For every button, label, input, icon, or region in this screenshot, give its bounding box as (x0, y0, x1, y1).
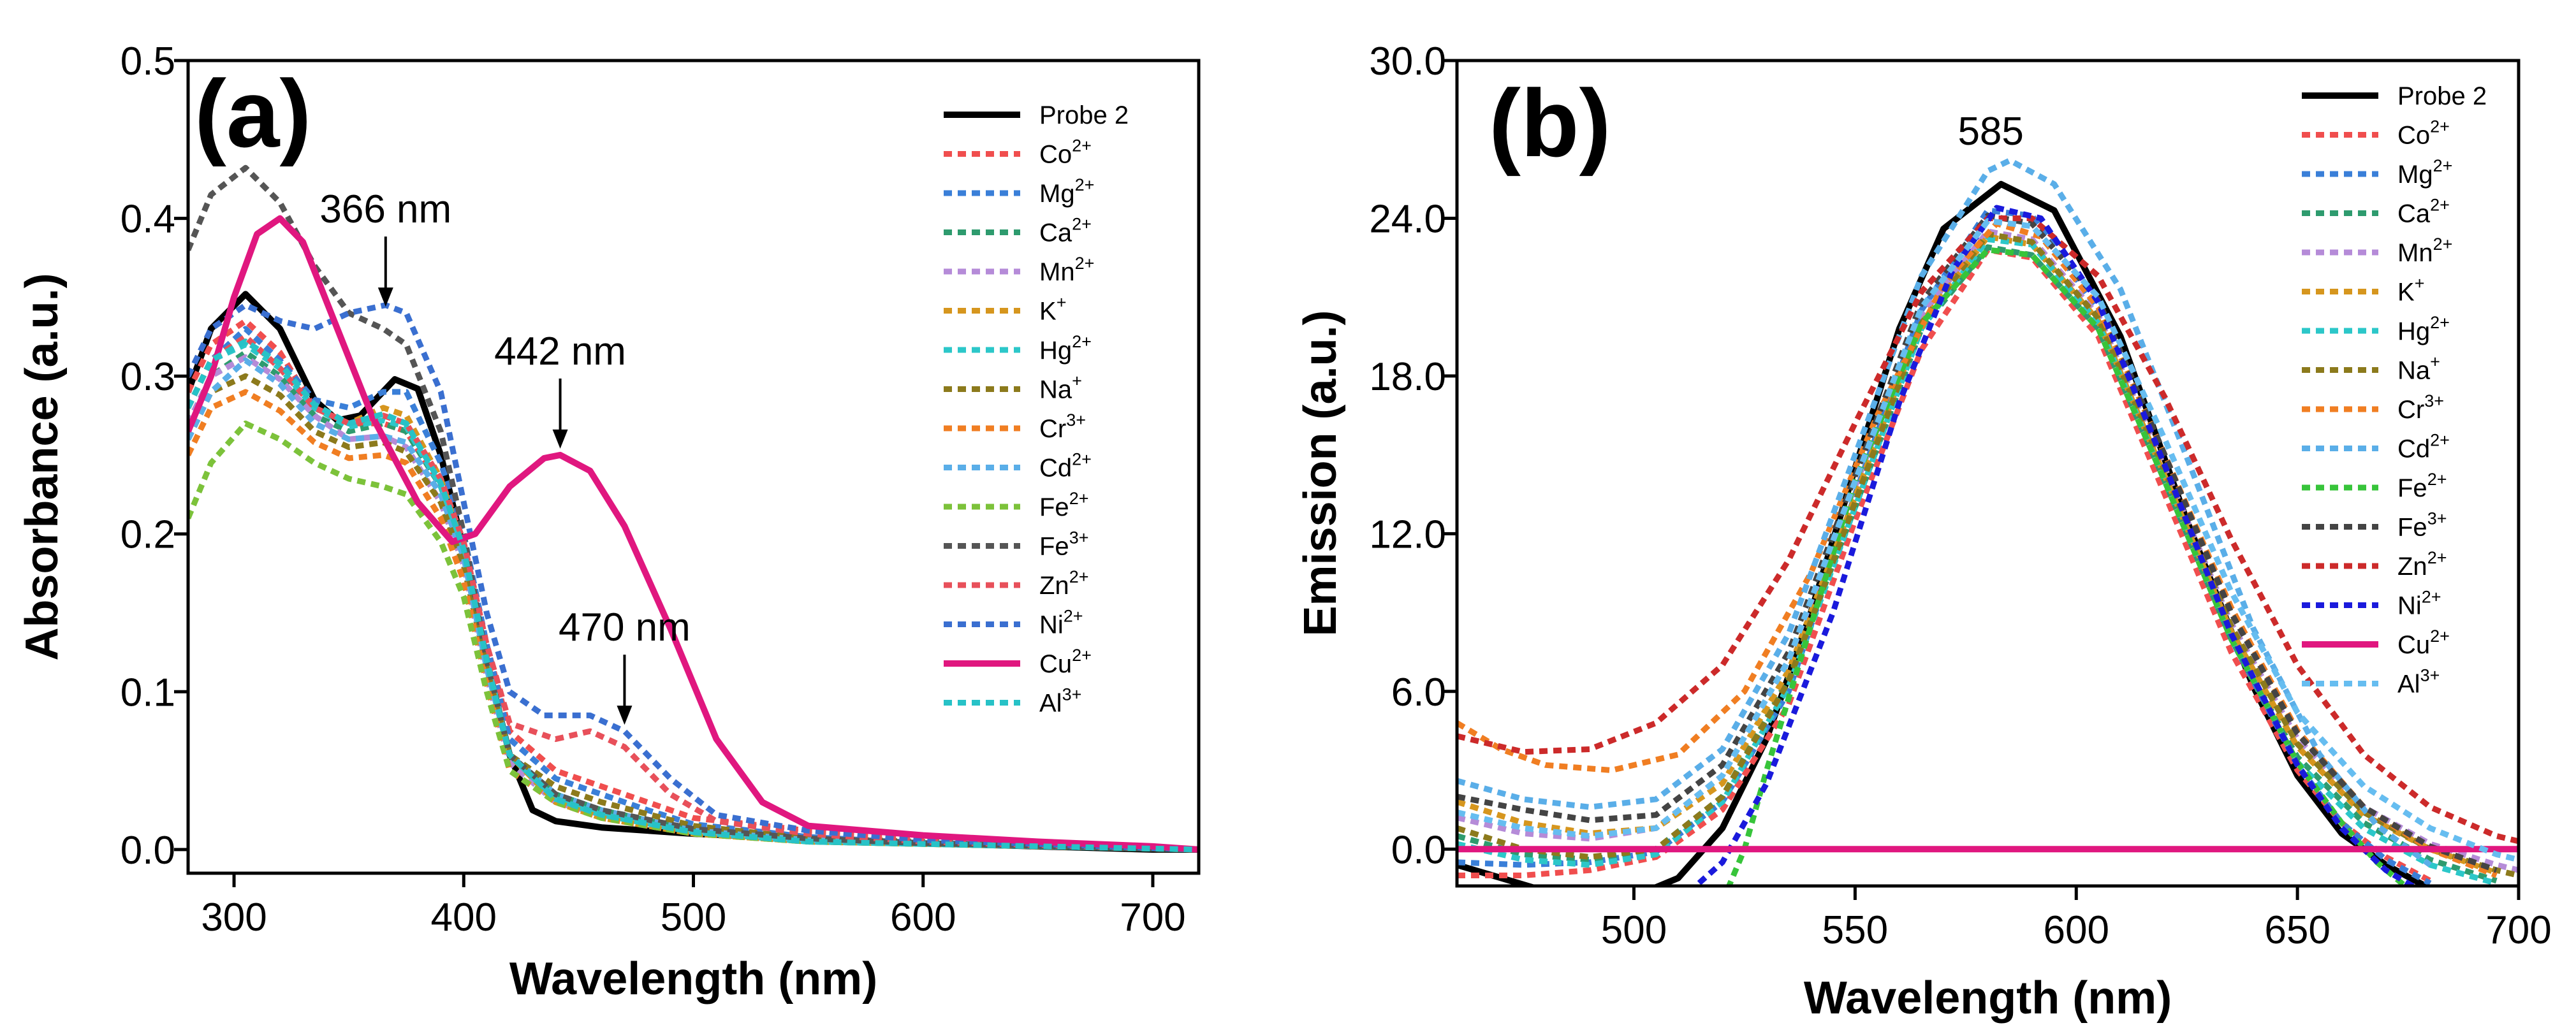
series-line-na (188, 373, 1199, 853)
legend-label-cu2: Cu2+ (2397, 627, 2450, 659)
annotation-label-2: 470 nm (559, 606, 691, 649)
x-tick-label-700: 700 (1120, 896, 1185, 939)
legend-label-hg2: Hg2+ (2397, 313, 2450, 345)
legend-label-zn2: Zn2+ (2397, 548, 2447, 581)
legend-label-na: Na+ (1039, 372, 1082, 404)
legend-label-cr3: Cr3+ (2397, 391, 2444, 424)
legend-label-fe3: Fe3+ (2397, 509, 2447, 542)
x-tick-label-650: 650 (2264, 908, 2330, 952)
y-tick-label-3: 18.0 (1369, 355, 1446, 399)
x-tick-label-500: 500 (1601, 908, 1667, 952)
series-line-al3 (188, 338, 1199, 853)
x-axis-label: Wavelength (nm) (509, 954, 877, 1005)
y-tick-label-1: 6.0 (1391, 671, 1446, 714)
series-line-mn2 (1457, 228, 2519, 873)
x-tick-label-600: 600 (2044, 908, 2109, 952)
x-axis-label: Wavelength (nm) (1804, 973, 2172, 1024)
legend-label-ca2: Ca2+ (1039, 215, 1092, 247)
legend-label-fe2: Fe2+ (2397, 470, 2447, 502)
y-axis-label: Emission (a.u.) (1295, 310, 1346, 636)
x-tick-label-700: 700 (2485, 908, 2551, 952)
x-tick-label-600: 600 (890, 896, 956, 939)
legend-label-zn2: Zn2+ (1039, 567, 1088, 600)
legend-label-ni2: Ni2+ (1039, 607, 1083, 639)
series-line-ni2 (188, 302, 1199, 853)
plot-series (1457, 157, 2519, 886)
legend-label-fe3: Fe3+ (1039, 528, 1088, 561)
series-line-fe3 (188, 164, 1199, 853)
series-line-fe2 (1725, 247, 2410, 886)
panel-label: (a) (194, 60, 311, 167)
series-line-co2 (1457, 247, 2432, 883)
annotation-arrowhead-0 (377, 287, 393, 307)
annotation-arrowhead-2 (617, 706, 633, 725)
x-tick-label-400: 400 (431, 896, 497, 939)
series-line-hg2 (1457, 236, 2498, 886)
legend-label-probe-2: Probe 2 (1039, 101, 1129, 129)
series-line-fe2 (188, 420, 1199, 853)
x-tick-label-300: 300 (201, 896, 267, 939)
legend: Probe 2 Co2+ Mg2+ Ca2+ Mn2+ K+ Hg2+ Na+ Cr3+ Cd2+… (944, 101, 1129, 718)
series-line-ni2 (1691, 205, 2419, 886)
series-line-ca2 (1457, 244, 2498, 884)
legend-label-al3: Al3+ (1039, 685, 1081, 718)
legend-label-cd2: Cd2+ (2397, 431, 2450, 463)
y-tick-label-2: 0.2 (121, 513, 175, 557)
series-line-zn2 (1457, 215, 2519, 845)
legend-label-cd2: Cd2+ (1039, 450, 1092, 482)
legend-label-k: K+ (1039, 293, 1066, 326)
legend-label-ni2: Ni2+ (2397, 588, 2441, 620)
series-line-cu2 (188, 215, 1199, 853)
x-tick-label-500: 500 (661, 896, 726, 939)
y-tick-label-1: 0.1 (121, 671, 175, 714)
annotation-label-1: 442 nm (494, 330, 626, 374)
y-tick-label-5: 0.5 (121, 40, 175, 83)
series-line-fe3 (1457, 212, 2498, 873)
panel-label: (b) (1489, 69, 1611, 177)
y-axis-label: Absorbance (a.u.) (17, 273, 68, 660)
legend: Probe 2 Co2+ Mg2+ Ca2+ Mn2+ K+ Hg2+ Na+ Cr3+ Cd2+… (2302, 82, 2487, 699)
y-tick-label-4: 0.4 (121, 198, 175, 242)
chart-panel-a: 300 400 500 600 700 0.0 0.1 0.2 0.3 0.4 0.5 Wavelen… (17, 40, 1201, 1005)
legend-label-mg2: Mg2+ (1039, 175, 1094, 208)
y-tick-label-3: 0.3 (121, 355, 175, 399)
legend-label-al3: Al3+ (2397, 666, 2440, 699)
legend-label-ca2: Ca2+ (2397, 196, 2450, 228)
legend-label-k: K+ (2397, 274, 2424, 307)
y-tick-label-0: 0.0 (1391, 828, 1446, 872)
annotation-arrowhead-1 (552, 429, 568, 449)
y-tick-label-0: 0.0 (121, 829, 175, 873)
annotation-label-0: 585 (1958, 110, 2023, 154)
legend-label-mn2: Mn2+ (1039, 254, 1094, 286)
legend-label-hg2: Hg2+ (1039, 332, 1092, 365)
legend-label-fe2: Fe2+ (1039, 489, 1088, 521)
series-line-cr3 (1457, 221, 2498, 878)
y-tick-label-5: 30.0 (1369, 40, 1446, 83)
series-line-al3 (1457, 218, 2519, 863)
legend-label-co2: Co2+ (2397, 117, 2450, 150)
legend-label-na: Na+ (2397, 352, 2440, 385)
legend-label-cr3: Cr3+ (1039, 410, 1086, 443)
legend-label-probe-2: Probe 2 (2397, 82, 2487, 110)
series-line-zn2 (188, 333, 1199, 853)
chart-panel-b: 500 550 600 650 700 0.0 6.0 12.0 18.0 24.0 30.0 Wav… (1295, 40, 2552, 1024)
plot-series (188, 164, 1199, 853)
y-tick-label-4: 24.0 (1369, 197, 1446, 241)
plot-frame (1455, 59, 2521, 888)
legend-label-co2: Co2+ (1039, 136, 1092, 169)
legend-label-mg2: Mg2+ (2397, 156, 2452, 189)
legend-label-cu2: Cu2+ (1039, 646, 1092, 678)
annotation-label-0: 366 nm (319, 187, 451, 231)
x-tick-label-550: 550 (1822, 908, 1888, 952)
legend-label-mn2: Mn2+ (2397, 235, 2452, 267)
y-tick-label-2: 12.0 (1369, 512, 1446, 556)
